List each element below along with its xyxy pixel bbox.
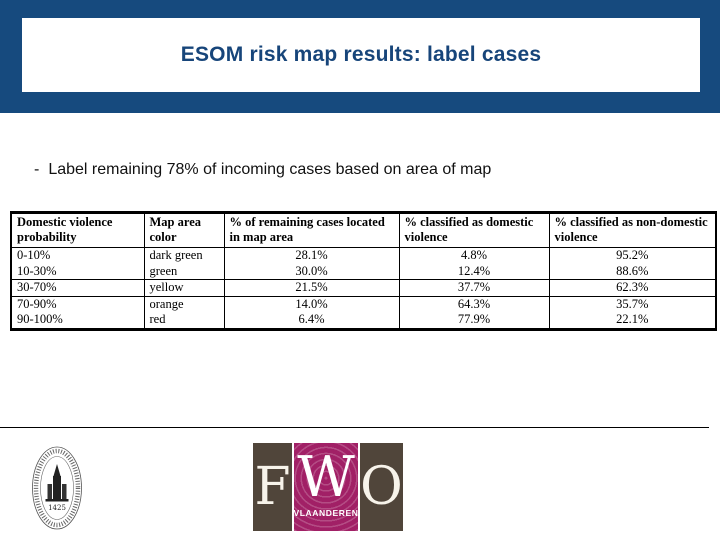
cell-map-color: orange xyxy=(143,296,224,313)
fwo-letter-f: F xyxy=(253,443,292,531)
column-header-non-domestic: % classified as non-domestic violence xyxy=(548,212,716,248)
column-header-probability: Domestic violence probability xyxy=(11,212,144,248)
table-row: 0-10% dark green 28.1% 4.8% 95.2% xyxy=(11,247,716,264)
footer-divider xyxy=(0,427,709,428)
fwo-letter-w: W xyxy=(297,445,355,510)
table-row: 70-90% orange 14.0% 64.3% 35.7% xyxy=(11,296,716,313)
cell-remaining: 30.0% xyxy=(223,263,399,281)
cell-domestic: 37.7% xyxy=(398,279,549,297)
table-row: 30-70% yellow 21.5% 37.7% 62.3% xyxy=(11,279,716,297)
column-header-domestic: % classified as domestic violence xyxy=(398,212,549,248)
cell-remaining: 14.0% xyxy=(223,296,399,313)
cell-probability: 30-70% xyxy=(11,279,144,297)
kuleuven-seal-icon: 1425 xyxy=(32,446,82,530)
table-row: 90-100% red 6.4% 77.9% 22.1% xyxy=(11,312,716,330)
cell-non-domestic: 62.3% xyxy=(548,279,716,297)
fwo-vlaanderen-logo: F W VLAANDEREN O xyxy=(253,441,403,533)
fwo-w-panel: W VLAANDEREN xyxy=(292,441,360,533)
cell-remaining: 21.5% xyxy=(223,279,399,297)
table-row: 10-30% green 30.0% 12.4% 88.6% xyxy=(11,263,716,281)
cell-non-domestic: 35.7% xyxy=(548,296,716,313)
column-header-map-color: Map area color xyxy=(143,212,224,248)
title-box: ESOM risk map results: label cases xyxy=(22,18,700,92)
cell-probability: 10-30% xyxy=(11,263,144,281)
cell-map-color: green xyxy=(143,263,224,281)
slide-title: ESOM risk map results: label cases xyxy=(180,43,542,66)
risk-results-table: Domestic violence probability Map area c… xyxy=(10,211,717,331)
table-header-row: Domestic violence probability Map area c… xyxy=(11,212,716,248)
bullet-line: - Label remaining 78% of incoming cases … xyxy=(34,161,491,179)
cell-map-color: yellow xyxy=(143,279,224,297)
fwo-letter-o: O xyxy=(360,443,403,531)
cell-remaining: 28.1% xyxy=(223,247,399,264)
cell-non-domestic: 95.2% xyxy=(548,247,716,264)
fwo-subtitle: VLAANDEREN xyxy=(293,508,359,518)
cell-probability: 90-100% xyxy=(17,312,63,327)
bullet-marker: - xyxy=(34,161,40,178)
cell-probability: 0-10% xyxy=(17,248,51,262)
cell-probability: 70-90% xyxy=(17,296,57,311)
cell-domestic: 12.4% xyxy=(398,263,549,281)
seal-year-text: 1425 xyxy=(48,504,66,512)
cell-map-color: dark green xyxy=(143,247,224,264)
cell-non-domestic: 22.1% xyxy=(548,312,716,330)
cell-non-domestic: 88.6% xyxy=(548,263,716,281)
cell-remaining: 6.4% xyxy=(223,312,399,330)
cell-domestic: 64.3% xyxy=(398,296,549,313)
bullet-text: Label remaining 78% of incoming cases ba… xyxy=(48,161,492,178)
cell-domestic: 4.8% xyxy=(398,247,549,264)
cell-map-color: red xyxy=(143,312,224,330)
header-band: ESOM risk map results: label cases xyxy=(0,0,720,113)
column-header-remaining: % of remaining cases located in map area xyxy=(223,212,399,248)
cell-domestic: 77.9% xyxy=(398,312,549,330)
